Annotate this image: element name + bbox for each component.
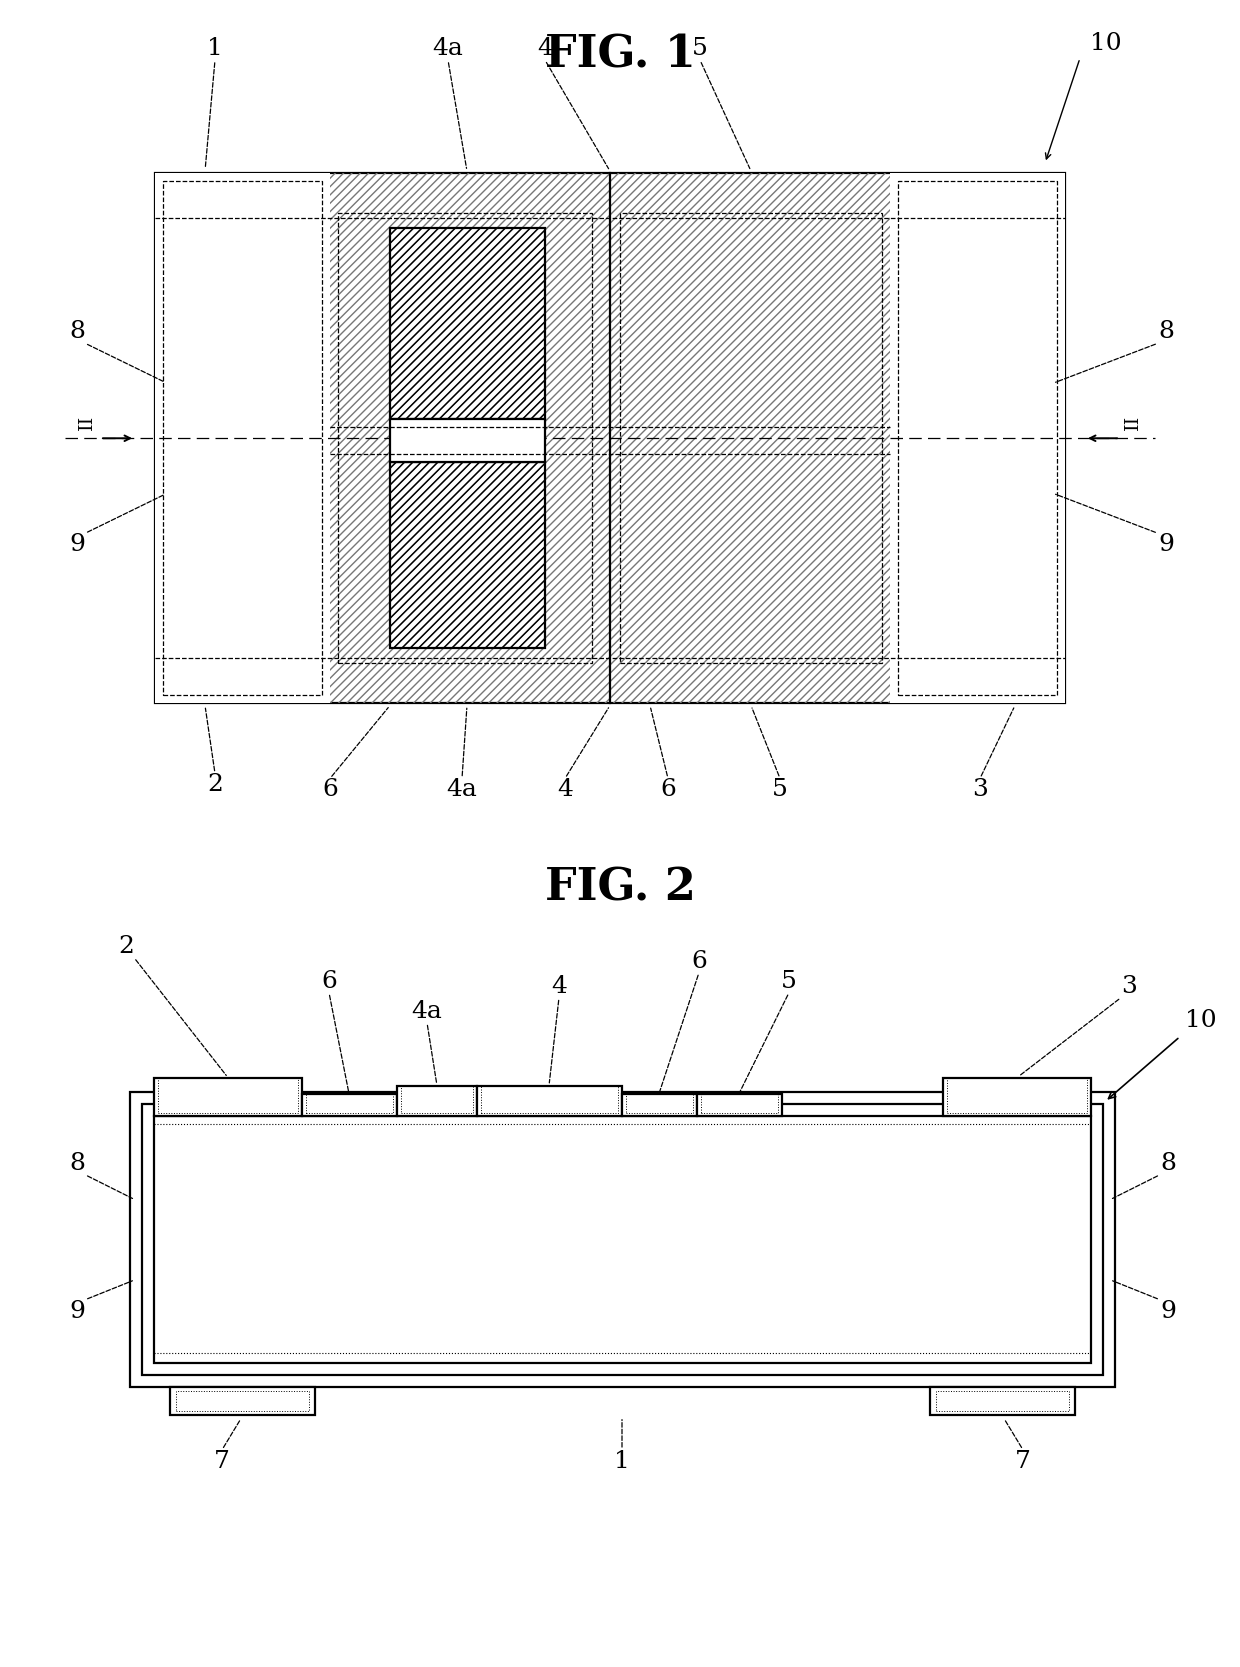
Bar bbox=[930, 1387, 1075, 1415]
Text: 1: 1 bbox=[614, 1450, 630, 1474]
Bar bbox=[481, 1085, 618, 1112]
Text: 4a: 4a bbox=[412, 1000, 443, 1022]
Text: 1: 1 bbox=[207, 37, 223, 60]
Text: 9: 9 bbox=[1158, 533, 1174, 557]
Text: 3: 3 bbox=[972, 778, 988, 802]
Text: 4: 4 bbox=[537, 37, 553, 60]
Text: 9: 9 bbox=[69, 1300, 86, 1324]
Bar bbox=[477, 1085, 622, 1115]
Text: FIG. 1: FIG. 1 bbox=[544, 33, 696, 77]
Bar bbox=[162, 182, 322, 695]
Bar bbox=[154, 1077, 303, 1115]
Text: 6: 6 bbox=[321, 970, 337, 992]
Text: 4a: 4a bbox=[433, 37, 464, 60]
Text: 4: 4 bbox=[557, 778, 573, 802]
Text: 4: 4 bbox=[551, 975, 567, 997]
Bar bbox=[391, 462, 546, 648]
Bar bbox=[947, 1077, 1087, 1112]
Bar bbox=[626, 1094, 693, 1112]
Text: 3: 3 bbox=[1121, 975, 1137, 997]
Bar bbox=[898, 182, 1056, 695]
Text: 8: 8 bbox=[69, 1152, 86, 1175]
Bar bbox=[936, 1390, 1069, 1410]
Text: 7: 7 bbox=[215, 1450, 229, 1474]
Bar bbox=[143, 1104, 1104, 1375]
Bar bbox=[130, 1092, 1115, 1387]
Text: 7: 7 bbox=[1016, 1450, 1030, 1474]
Text: 6: 6 bbox=[660, 778, 676, 802]
Bar bbox=[890, 173, 1065, 703]
Bar bbox=[155, 173, 1065, 703]
Bar bbox=[339, 213, 591, 663]
Text: II: II bbox=[78, 415, 95, 430]
Bar bbox=[391, 228, 546, 420]
Text: 2: 2 bbox=[207, 773, 223, 797]
Bar bbox=[391, 420, 546, 462]
Text: 9: 9 bbox=[69, 533, 86, 557]
Text: 6: 6 bbox=[322, 778, 339, 802]
Text: 8: 8 bbox=[69, 320, 86, 343]
Text: 10: 10 bbox=[1090, 32, 1122, 55]
Bar bbox=[697, 1094, 782, 1115]
Bar bbox=[401, 1085, 472, 1112]
Text: FIG. 2: FIG. 2 bbox=[544, 867, 696, 910]
Bar bbox=[154, 1115, 1091, 1364]
Bar bbox=[622, 1094, 697, 1115]
Text: II: II bbox=[1123, 415, 1142, 430]
Text: 5: 5 bbox=[773, 778, 787, 802]
Text: 6: 6 bbox=[691, 950, 707, 972]
Bar bbox=[176, 1390, 309, 1410]
Text: 2: 2 bbox=[118, 935, 134, 957]
Text: 10: 10 bbox=[1185, 1009, 1216, 1032]
Bar bbox=[942, 1077, 1091, 1115]
Text: 8: 8 bbox=[1158, 320, 1174, 343]
Text: 9: 9 bbox=[1159, 1300, 1176, 1324]
Bar bbox=[397, 1085, 477, 1115]
Bar bbox=[157, 1077, 298, 1112]
Text: 5: 5 bbox=[781, 970, 797, 992]
Text: 5: 5 bbox=[692, 37, 708, 60]
Bar bbox=[620, 213, 882, 663]
Bar bbox=[330, 173, 890, 703]
Bar bbox=[701, 1094, 777, 1112]
Bar bbox=[170, 1387, 315, 1415]
Bar bbox=[303, 1094, 397, 1115]
Bar bbox=[155, 173, 330, 703]
Text: 8: 8 bbox=[1159, 1152, 1176, 1175]
Text: 4a: 4a bbox=[446, 778, 477, 802]
Bar bbox=[306, 1094, 393, 1112]
